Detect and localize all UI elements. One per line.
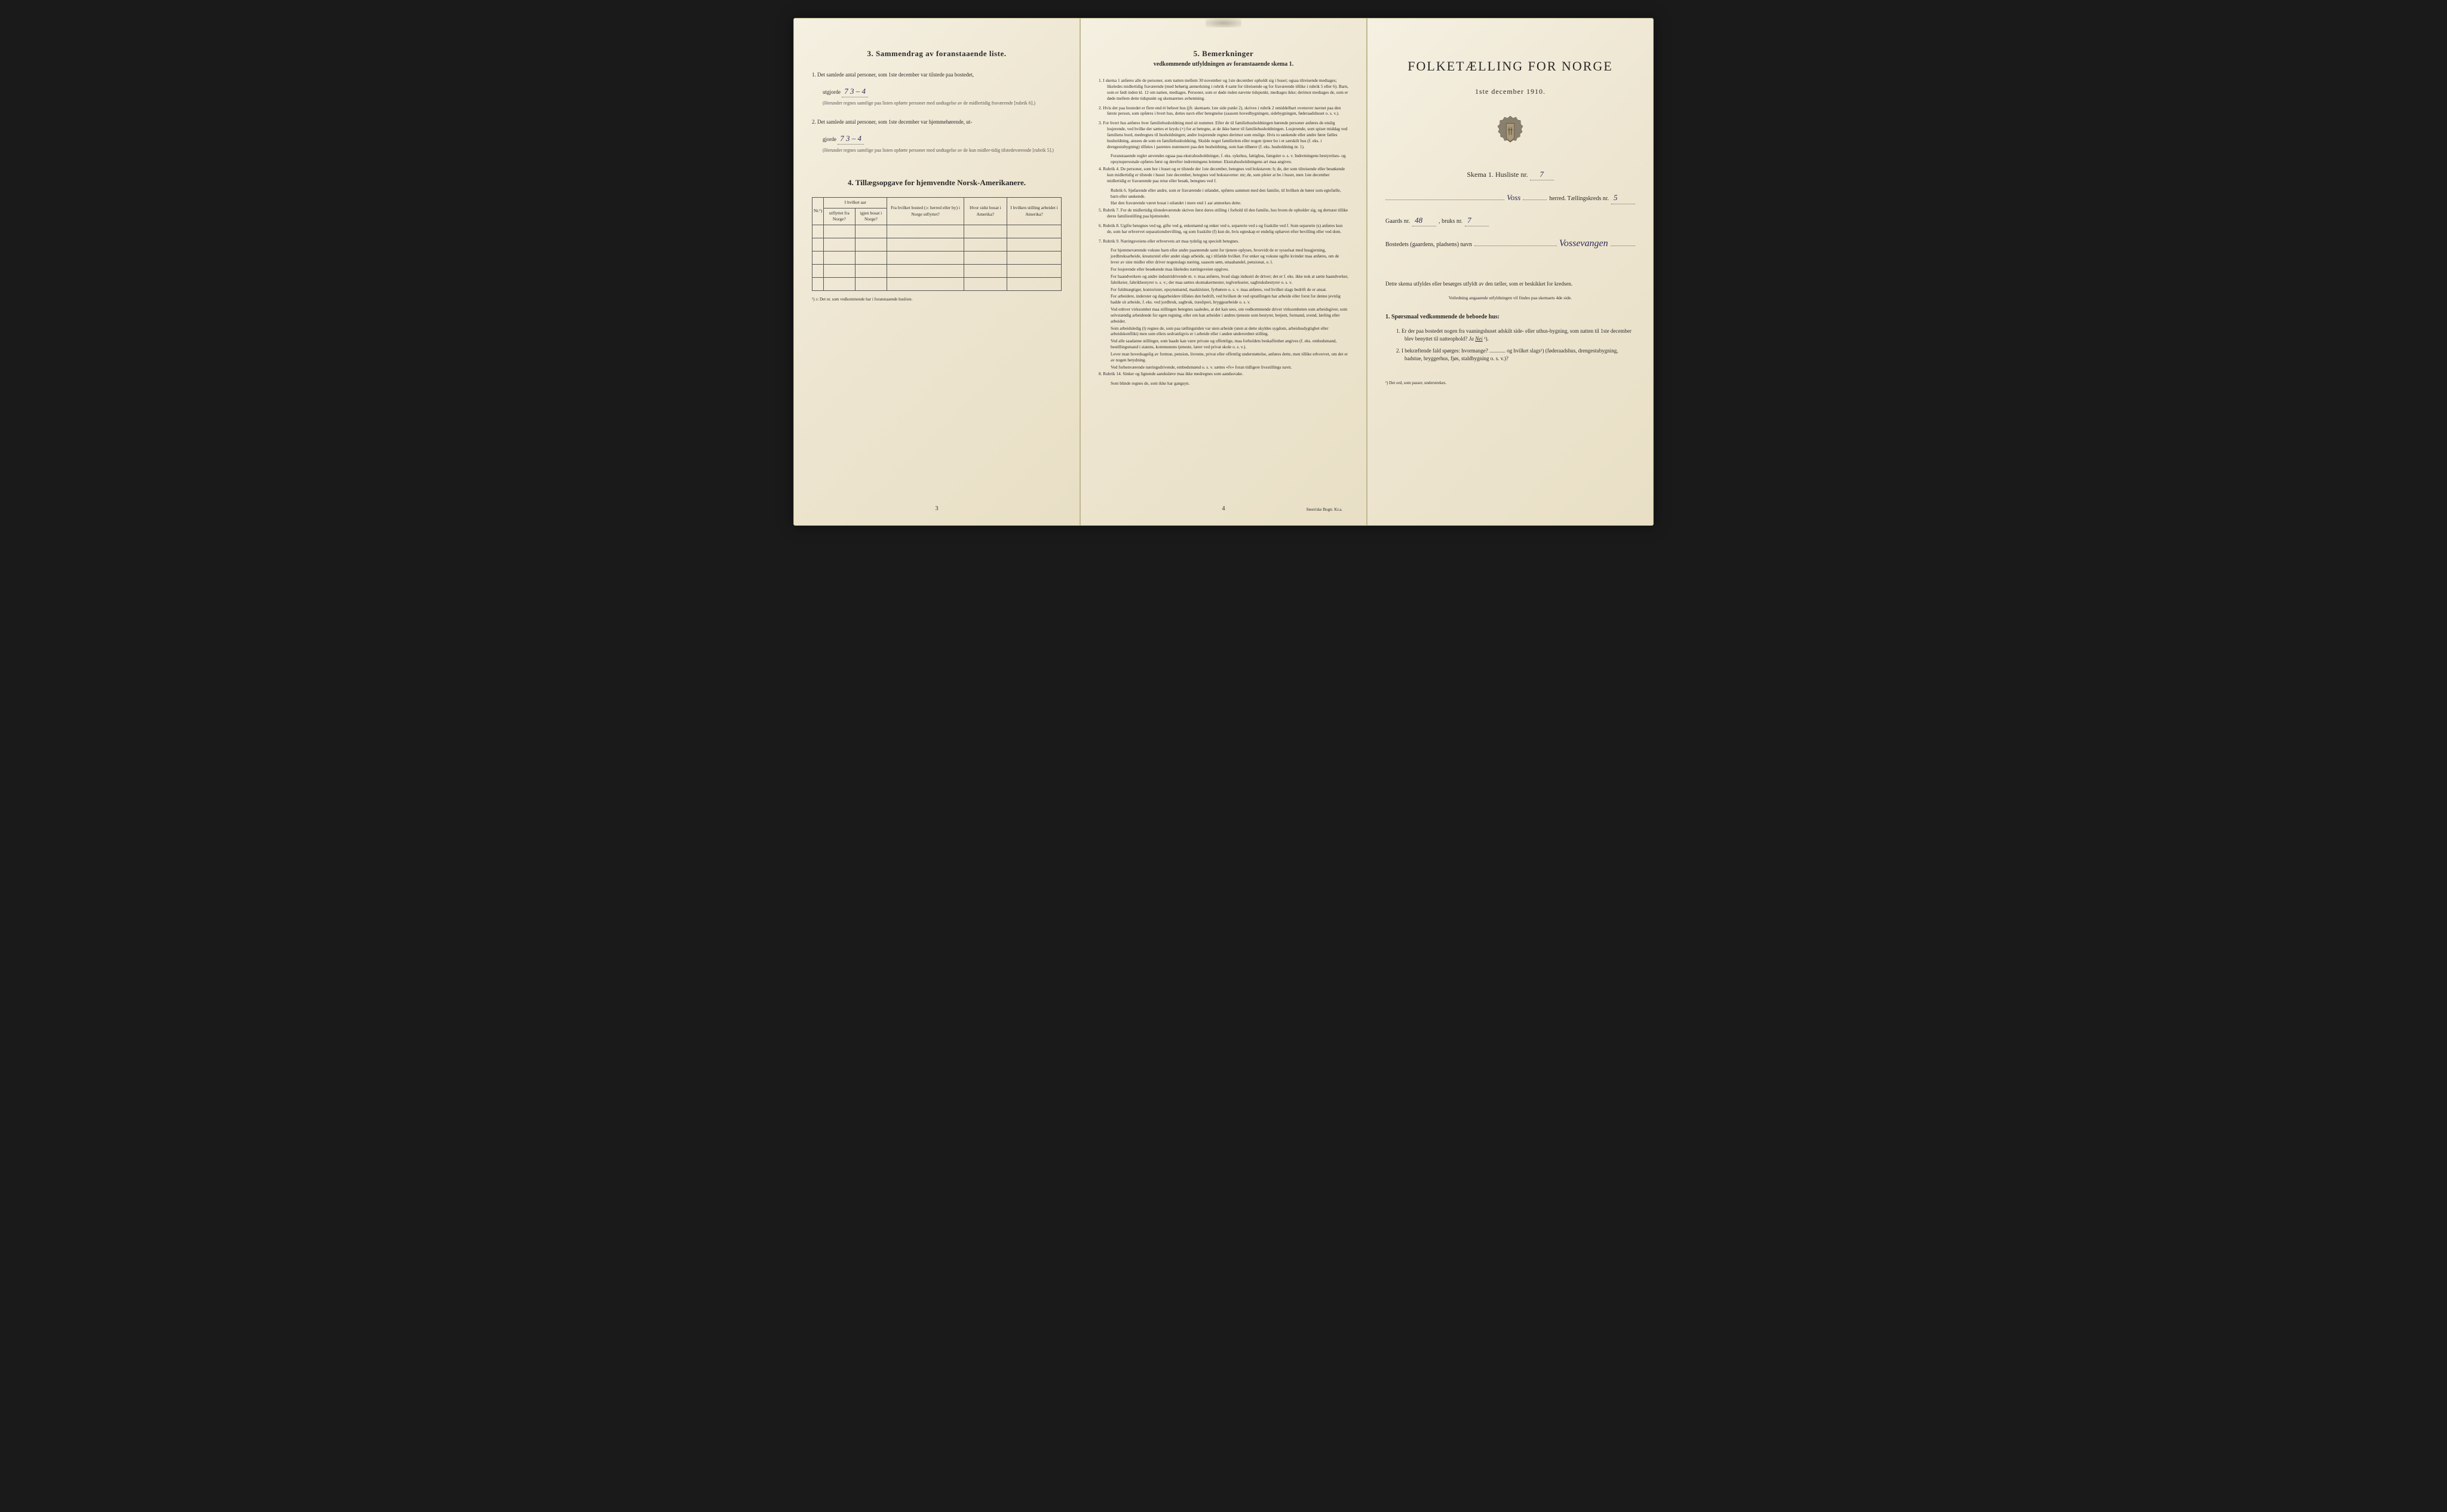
bosted-line: Bostedets (gaardens, pladsens) navn Voss…: [1385, 237, 1635, 250]
remark-item: Ved forhenværende næringsdrivende, embed…: [1099, 364, 1348, 370]
sec3-item-1: 1. Det samlede antal personer, som 1ste …: [812, 71, 1062, 79]
q1-sup: ¹).: [1484, 336, 1489, 342]
sec3-item2-text: 2. Det samlede antal personer, som 1ste …: [812, 119, 972, 125]
sec3-item2-label: gjorde: [823, 136, 836, 142]
col-where: Hvor sidst bosat i Amerika?: [964, 198, 1007, 225]
table-row: [812, 251, 1062, 264]
remark-item: 6. Rubrik 8. Ugifte betegnes ved ug, gif…: [1099, 223, 1348, 235]
remarks-list: 1. I skema 1 anføres alle de personer, s…: [1099, 78, 1348, 387]
table-row: [812, 264, 1062, 277]
supplement-table: Nr.¹) I hvilket aar Fra hvilket bosted (…: [812, 197, 1062, 291]
remark-item: 1. I skema 1 anføres alle de personer, s…: [1099, 78, 1348, 101]
remark-item: Lever man hovedsagelig av formue, pensio…: [1099, 351, 1348, 363]
bosted-value: Vossevangen: [1559, 237, 1608, 250]
question-1: 1. Er der paa bostedet nogen fra vaaning…: [1396, 327, 1635, 342]
page-cover: FOLKETÆLLING FOR NORGE 1ste december 191…: [1367, 18, 1654, 526]
remark-item: 8. Rubrik 14. Sinker og lignende aandssl…: [1099, 371, 1348, 377]
remark-item: For hjemmeværende voksne barn eller andr…: [1099, 247, 1348, 265]
remark-item: 3. For hvert hus anføres hver familiehus…: [1099, 120, 1348, 149]
q2-text: 2. I bekræftende fald spørges: hvormange…: [1396, 348, 1618, 361]
coat-of-arms-icon: [1385, 115, 1635, 152]
printer-mark: Steen'ske Bogtr. Kr.a.: [1306, 507, 1342, 513]
col-nr: Nr.¹): [812, 198, 824, 225]
col-from: Fra hvilket bosted (ɔ: herred eller by) …: [887, 198, 964, 225]
section-5-subtitle: vedkommende utfyldningen av foranstaaend…: [1099, 60, 1348, 69]
kreds-value: 5: [1611, 192, 1635, 204]
page-4: 5. Bemerkninger vedkommende utfyldningen…: [1080, 18, 1367, 526]
col-position: I hvilken stilling arbeidet i Amerika?: [1007, 198, 1061, 225]
section-3-title: 3. Sammendrag av foranstaaende liste.: [812, 48, 1062, 59]
col-returned: igjen bosat i Norge?: [855, 208, 887, 225]
section-4-title: 4. Tillægsopgave for hjemvendte Norsk-Am…: [812, 177, 1062, 188]
sec3-item-2: 2. Det samlede antal personer, som 1ste …: [812, 118, 1062, 126]
remark-item: 5. Rubrik 7. For de midlertidig tilstede…: [1099, 207, 1348, 219]
remark-item: Har den fraværende været bosat i utlande…: [1099, 200, 1348, 206]
census-date: 1ste december 1910.: [1385, 87, 1635, 97]
sec3-item2-note: (Herunder regnes samtlige paa listen opf…: [812, 147, 1062, 154]
sec3-item2-fill: gjorde 7 3 – 4: [812, 133, 1062, 145]
sec3-item1-label: utgjorde: [823, 89, 841, 95]
sec4-footnote: ¹) ɔ: Det nr. som vedkommende har i fora…: [812, 297, 1062, 303]
sec3-item1-note: (Herunder regnes samtlige paa listen opf…: [812, 100, 1062, 106]
skema-line: Skema 1. Husliste nr. 7: [1385, 169, 1635, 180]
remark-item: Rubrik 6. Sjøfarende eller andre, som er…: [1099, 188, 1348, 200]
question-2: 2. I bekræftende fald spørges: hvormange…: [1396, 347, 1635, 362]
sec3-item1-text: 1. Det samlede antal personer, som 1ste …: [812, 72, 974, 78]
remark-item: For losjerende eller besøkende maa likel…: [1099, 266, 1348, 272]
remark-item: Ved enhver virksomhet maa stillingen bet…: [1099, 306, 1348, 324]
remark-item: Som blinde regnes de, som ikke har gangs…: [1099, 381, 1348, 387]
census-document: 3. Sammendrag av foranstaaende liste. 1.…: [793, 18, 1654, 526]
page-number-3: 3: [936, 505, 939, 513]
instructions-main: Dette skema utfyldes eller besørges utfy…: [1385, 280, 1635, 288]
remark-item: For fuldmægtiger, kontorister, opsynsmæn…: [1099, 287, 1348, 293]
remark-item: 7. Rubrik 9. Næringsveiens eller erhverv…: [1099, 238, 1348, 244]
page-number-4: 4: [1222, 505, 1225, 513]
table-row: [812, 238, 1062, 251]
table-row: [812, 277, 1062, 290]
bruk-label: , bruks nr.: [1439, 217, 1462, 226]
page-3: 3. Sammendrag av foranstaaende liste. 1.…: [793, 18, 1080, 526]
remark-item: Ved alle saadanne stillinger, som baade …: [1099, 338, 1348, 350]
q1-nei: Nei: [1475, 336, 1483, 342]
herred-value: Voss: [1507, 192, 1520, 203]
sec3-item1-value: 7 3 – 4: [842, 86, 868, 97]
remark-item: For arbeidere, inderster og dagarbeidere…: [1099, 293, 1348, 305]
sec3-item2-value: 7 3 – 4: [838, 133, 864, 145]
q1-ja: Ja: [1468, 336, 1474, 342]
instructions-block: Dette skema utfyldes eller besørges utfy…: [1385, 280, 1635, 386]
skema-label: Skema 1. Husliste nr.: [1467, 170, 1528, 179]
bosted-label: Bostedets (gaardens, pladsens) navn: [1385, 241, 1472, 249]
bruk-value: 7: [1465, 215, 1489, 226]
herred-line: Voss herred. Tællingskreds nr. 5: [1385, 192, 1635, 204]
remark-item: Foranstaaende regler anvendes ogsaa paa …: [1099, 153, 1348, 165]
gaard-label: Gaards nr.: [1385, 217, 1410, 226]
herred-suffix: herred. Tællingskreds nr.: [1549, 195, 1609, 203]
remark-item: 4. Rubrik 4. De personer, som bor i huse…: [1099, 166, 1348, 184]
sec3-item1-fill: utgjorde 7 3 – 4: [812, 86, 1062, 97]
instructions-small: Veiledning angaaende utfyldningen vil fi…: [1385, 295, 1635, 302]
right-footnote: ¹) Det ord, som passer, understrekes.: [1385, 381, 1635, 387]
section-5-title: 5. Bemerkninger: [1099, 48, 1348, 59]
remark-item: 2. Hvis der paa bostedet er flere end ét…: [1099, 105, 1348, 117]
remark-item: For haandverkere og andre industridriven…: [1099, 274, 1348, 286]
col-emigrated: utflyttet fra Norge?: [824, 208, 855, 225]
gaard-line: Gaards nr. 48 , bruks nr. 7: [1385, 215, 1635, 226]
q1-text: 1. Er der paa bostedet nogen fra vaaning…: [1396, 328, 1632, 342]
main-title: FOLKETÆLLING FOR NORGE: [1385, 57, 1635, 76]
table-row: [812, 225, 1062, 238]
gaard-value: 48: [1412, 215, 1436, 226]
skema-value: 7: [1530, 169, 1554, 180]
col-year: I hvilket aar: [824, 198, 887, 208]
questions-heading: 1. Spørsmaal vedkommende de beboede hus:: [1385, 313, 1635, 321]
remark-item: Som arbeidsledig (l) regnes de, som paa …: [1099, 326, 1348, 338]
